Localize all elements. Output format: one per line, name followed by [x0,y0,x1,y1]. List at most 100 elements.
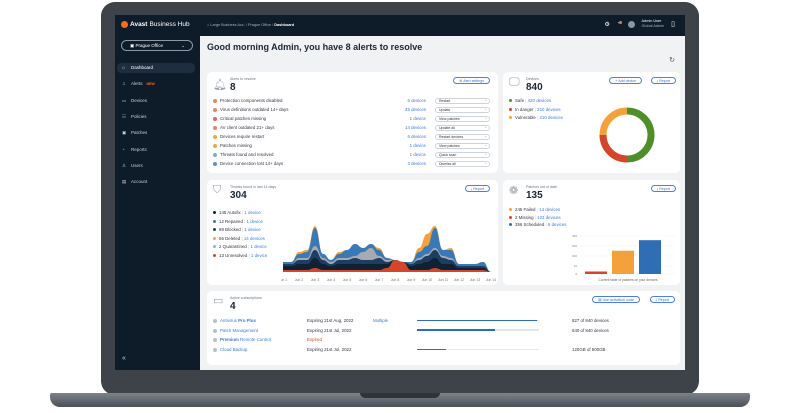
alert-status-icon [213,143,217,148]
alert-devices-link[interactable]: 6 devices [407,134,426,139]
devices-card: 🖵︎ Devices 840 + Add device ⤓ Report Saf… [503,72,680,173]
sidebar-item-dashboard[interactable]: ⌂ Dashboard [117,63,195,73]
x-tick-label: Jun 5 [343,278,352,282]
sidebar-item-account[interactable]: ▤ Account [122,179,148,185]
sidebar-item-devices[interactable]: ▭ Devices [122,97,148,103]
subscriptions-report-button[interactable]: ⤓ Report [649,296,675,303]
donut-slice [599,107,628,136]
breadcrumb-office[interactable]: Prague Office [247,23,272,27]
chevron-down-icon: ⌄ [181,43,185,48]
monitor-icon: 🖵︎ [509,76,520,88]
breadcrumb-current: Dashboard [274,23,295,27]
y-tick-label: 10 [574,264,578,268]
alert-devices-link[interactable]: 6 devices [407,98,426,103]
alert-action-select[interactable]: View patches [435,115,490,122]
legend-item: 2 Quarantined | 1 device [213,244,267,249]
breadcrumb: ⌂ Large Business Acc. / Prague Office / … [207,23,295,27]
alert-action-select[interactable]: Dismiss all [435,160,490,167]
legend-dot [213,219,216,223]
sidebar-item-users[interactable]: ♙ Users [122,162,143,168]
refresh-icon[interactable]: ↻ [669,57,675,64]
add-device-button[interactable]: + Add device [609,77,642,84]
legend-dot [509,208,512,212]
alert-devices-link[interactable]: 1 device [409,143,426,148]
devices-report-button[interactable]: ⤓ Report [650,77,676,84]
alert-action-select[interactable]: Restart devices [435,133,490,140]
breadcrumb-account[interactable]: Large Business Acc. [210,23,245,27]
notifications-icon[interactable]: ◔ [616,21,622,27]
legend-devices-link[interactable]: 210 devices [539,115,563,120]
subscription-extra-link[interactable]: Multiple [373,318,389,323]
legend-devices-link[interactable]: 14 devices [539,207,561,212]
subscription-name-link[interactable]: Patch Management [220,327,259,333]
patches-title: Patches out of date [526,185,557,189]
alert-devices-link[interactable]: 45 devices [405,107,426,112]
legend-dot [213,245,216,249]
x-tick-label: Jun 7 [375,278,384,282]
legend-devices-link[interactable]: 123 devices [537,214,561,220]
legend-devices-link[interactable]: 1 device [244,227,261,232]
gear-icon[interactable]: ⚙ [604,21,610,28]
remote-icon [213,338,217,343]
avast-logo-icon [121,21,128,28]
patches-report-button[interactable]: ⤓ Report [650,185,676,192]
alert-devices-link[interactable]: 1 device [409,152,426,157]
alerts-title: Alerts to resolve [230,77,256,81]
donut-slice [626,107,655,163]
alert-devices-link[interactable]: 1 device [409,116,426,121]
subscription-name-link[interactable]: Cloud Backup [220,347,248,353]
legend-devices-link[interactable]: 14 devices [243,235,265,241]
sidebar-item-policies[interactable]: ☷ Policies [122,113,147,119]
alert-action-select[interactable]: View patches [435,142,490,149]
usage-progress-bar [417,348,539,351]
alert-settings-button[interactable]: ⚙ Alert settings [453,77,490,84]
logo[interactable]: Avast Business Hub [121,21,190,28]
credit-card-icon: ▭ [213,295,224,307]
alert-row: Devices require restart [213,134,264,139]
collapse-sidebar-icon[interactable]: « [122,355,126,362]
subscription-name-link[interactable]: Antivirus Pro Plus [220,318,256,323]
legend-devices-link[interactable]: 210 devices [537,106,561,112]
office-selector[interactable]: ▣ Prague Office ⌄ [121,40,193,51]
usage-text: 827 of 840 devices [572,318,609,323]
legend-devices-link[interactable]: 6 devices [547,222,567,227]
devices-title: Devices [526,77,539,81]
alert-devices-link[interactable]: 3 devices [407,161,426,166]
shield-icon [213,318,217,323]
legend-item: Vulnerable | 210 devices [509,115,563,120]
threats-count: 304 [230,190,247,201]
patches-card: ❁ Patches out of date 135 ⤓ Report 245 F… [503,180,680,285]
alert-action-select[interactable]: Update all [435,124,490,131]
alert-action-select[interactable]: Restart [435,97,490,104]
legend-item: 356 Scheduled | 6 devices [509,222,566,227]
alert-status-icon [213,152,217,157]
alert-action-select[interactable]: Quick scan [435,151,490,158]
legend-dot [509,116,512,120]
legend-devices-link[interactable]: 1 device [250,252,268,258]
alert-row: AV client outdated 21+ days [213,125,274,130]
threats-report-button[interactable]: ⤓ Report [464,185,490,192]
account-icon: ▤ [122,179,127,185]
sidebar: ▣ Prague Office ⌄ ⌂ Dashboard ♫ Alerts NEW ▭ De… [115,36,200,370]
activation-code-button[interactable]: ▤ Use activation code [592,296,640,303]
devices-count: 840 [526,82,543,93]
legend-devices-link[interactable]: 420 devices [527,98,552,103]
y-tick-label: 400 [572,234,577,238]
legend-devices-link[interactable]: 1 device [250,244,267,249]
sidebar-item-reports[interactable]: ◔ Reports [122,146,147,152]
sidebar-item-alerts[interactable]: ♫ Alerts NEW [122,81,155,87]
user-info[interactable]: Admin User Global Admin [641,19,665,28]
avatar[interactable] [627,20,635,28]
subscriptions-card: ▭ Active subscriptions 4 ▤ Use activatio… [207,291,680,365]
alert-action-select[interactable]: Update [435,106,490,113]
apps-icon[interactable]: ▯ [671,21,675,28]
x-tick-label: Jun 4 [327,278,336,282]
alert-devices-link[interactable]: 14 devices [405,125,426,130]
legend-devices-link[interactable]: 1 device [246,218,263,224]
legend-devices-link[interactable]: 1 device [244,210,261,215]
subscription-name-link[interactable]: Premium Remote Control [220,337,271,343]
bar-scheduled [639,240,661,274]
legend-dot [509,99,512,103]
legend-dot [213,253,216,257]
sidebar-item-patches[interactable]: ▣ Patches [122,130,148,136]
